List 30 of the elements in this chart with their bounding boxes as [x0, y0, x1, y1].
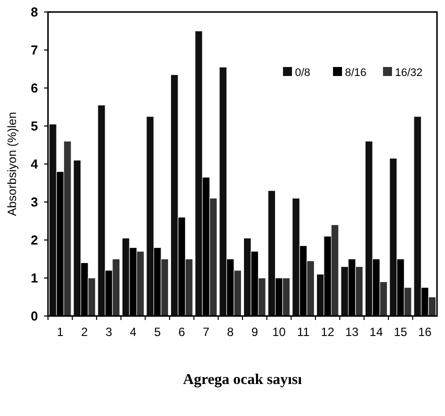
x-tick-label: 16 [418, 325, 432, 339]
x-tick-label: 5 [154, 325, 162, 339]
y-tick-label: 0 [30, 308, 38, 324]
legend-label: 16/32 [395, 66, 423, 79]
x-tick-label: 8 [227, 325, 234, 339]
legend-label: 8/16 [345, 66, 366, 79]
y-tick-label: 3 [30, 194, 38, 210]
x-tick-label: 14 [370, 325, 384, 339]
x-tick-label: 13 [345, 325, 359, 339]
y-tick-label: 5 [30, 118, 38, 134]
x-tick-label: 10 [272, 325, 286, 339]
x-tick-label: 2 [81, 325, 88, 339]
x-axis-title: Agrega ocak sayısı [183, 372, 302, 388]
x-tick-label: 15 [394, 325, 408, 339]
x-tick-label: 1 [56, 325, 64, 339]
y-axis-title: Absorbsiyon (%)len [5, 112, 19, 216]
y-tick-label: 4 [30, 156, 39, 172]
x-tick-label: 11 [297, 325, 310, 339]
x-tick-label: 9 [251, 325, 258, 339]
y-tick-label: 1 [30, 270, 38, 286]
y-tick-label: 8 [30, 4, 38, 20]
x-tick-label: 6 [178, 325, 186, 339]
x-tick-label: 4 [130, 325, 137, 339]
x-tick-label: 7 [202, 325, 210, 339]
y-tick-label: 6 [30, 80, 38, 96]
legend-label: 0/8 [295, 66, 310, 79]
y-tick-label: 2 [30, 232, 38, 248]
x-tick-label: 3 [105, 325, 112, 339]
y-tick-label: 7 [30, 42, 38, 58]
x-tick-label: 12 [320, 325, 335, 339]
